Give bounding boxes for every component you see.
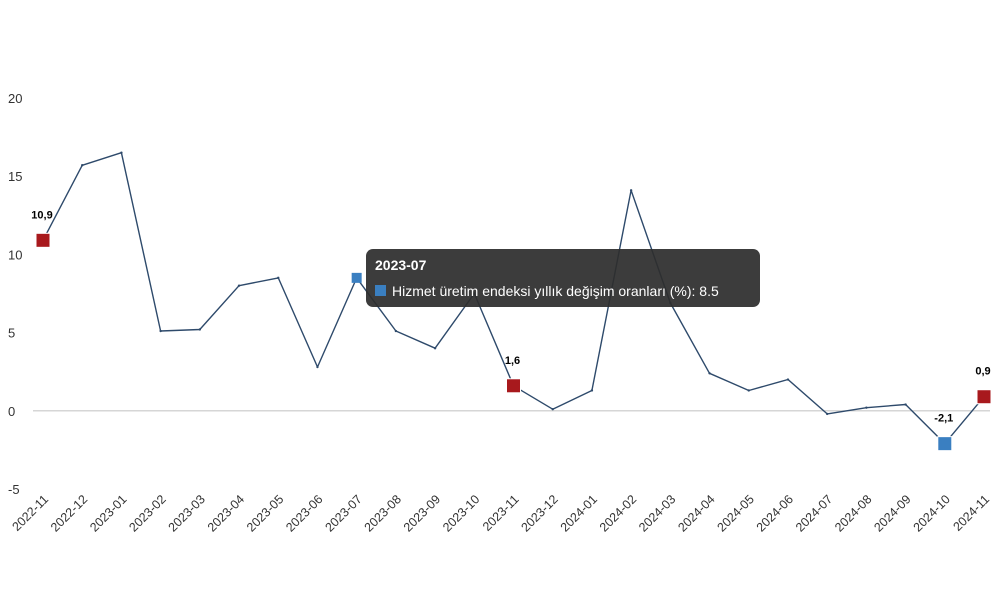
y-tick-label: 20: [8, 91, 22, 106]
data-point: [159, 329, 162, 333]
x-tick-label: 2024-06: [754, 492, 796, 534]
x-tick-label: 2024-10: [911, 492, 953, 534]
data-label: -2,1: [934, 413, 953, 425]
data-point: [120, 151, 123, 154]
x-tick-label: 2024-01: [558, 492, 600, 534]
highlight-markers: 10,9 1,6 -2,1 0,9: [31, 209, 992, 452]
x-tick-label: 2024-09: [871, 492, 913, 534]
x-tick-label: 2023-05: [244, 492, 286, 534]
x-tick-label: 2024-03: [636, 492, 678, 534]
x-tick-label: 2023-07: [322, 492, 364, 534]
y-tick-label: -5: [8, 482, 20, 497]
data-point: [786, 378, 790, 381]
data-point: [237, 284, 241, 287]
data-point: [433, 347, 437, 350]
x-tick-label: 2023-06: [283, 492, 325, 534]
marker-square: [937, 436, 953, 452]
data-point: [629, 189, 633, 192]
x-tick-label: 2024-04: [675, 492, 717, 534]
data-label: 10,9: [31, 209, 52, 221]
x-tick-label: 2024-08: [832, 492, 874, 534]
tooltip-background: [366, 249, 760, 307]
y-tick-label: 10: [8, 247, 22, 262]
data-point: [825, 412, 829, 416]
x-tick-label: 2024-05: [715, 492, 757, 534]
x-tick-label: 2022-11: [9, 492, 51, 534]
x-tick-label: 2022-12: [48, 492, 90, 534]
x-tick-label: 2024-11: [950, 492, 992, 534]
tooltip-text: Hizmet üretim endeksi yıllık değişim ora…: [392, 283, 719, 299]
data-point: [904, 403, 907, 406]
y-axis: 20 15 10 5 0 -5: [8, 91, 22, 497]
x-tick-label: 2023-02: [126, 492, 168, 534]
data-point: [394, 329, 398, 333]
x-tick-label: 2023-03: [166, 492, 208, 534]
data-point: [551, 408, 554, 411]
x-tick-label: 2024-02: [597, 492, 639, 534]
x-tick-label: 2023-04: [205, 492, 247, 534]
x-tick-label: 2023-12: [518, 492, 560, 534]
x-tick-label: 2023-11: [480, 492, 522, 534]
hover-marker: [351, 272, 362, 283]
data-point: [747, 389, 750, 392]
data-point: [708, 372, 711, 375]
data-label: 1,6: [505, 355, 520, 367]
y-tick-label: 15: [8, 169, 22, 184]
x-tick-label: 2023-01: [87, 492, 129, 534]
data-label: 0,9: [975, 366, 990, 378]
data-point: [865, 406, 868, 409]
data-point: [590, 389, 594, 392]
x-tick-label: 2024-07: [793, 492, 835, 534]
y-tick-label: 5: [8, 326, 15, 341]
data-point: [277, 276, 280, 280]
marker-square: [976, 389, 992, 405]
marker-square: [506, 378, 521, 394]
tooltip-swatch: [375, 285, 386, 296]
x-tick-label: 2023-08: [362, 492, 404, 534]
y-tick-label: 0: [8, 404, 15, 419]
tooltip: 2023-07 Hizmet üretim endeksi yıllık değ…: [366, 249, 760, 307]
x-axis: 2022-112022-122023-012023-022023-032023-…: [9, 492, 992, 534]
x-tick-label: 2023-09: [401, 492, 443, 534]
data-point: [198, 328, 202, 331]
x-tick-label: 2023-10: [440, 492, 482, 534]
data-point: [81, 164, 84, 167]
data-point: [316, 365, 319, 369]
marker-square: [35, 232, 51, 248]
tooltip-title: 2023-07: [375, 257, 427, 273]
